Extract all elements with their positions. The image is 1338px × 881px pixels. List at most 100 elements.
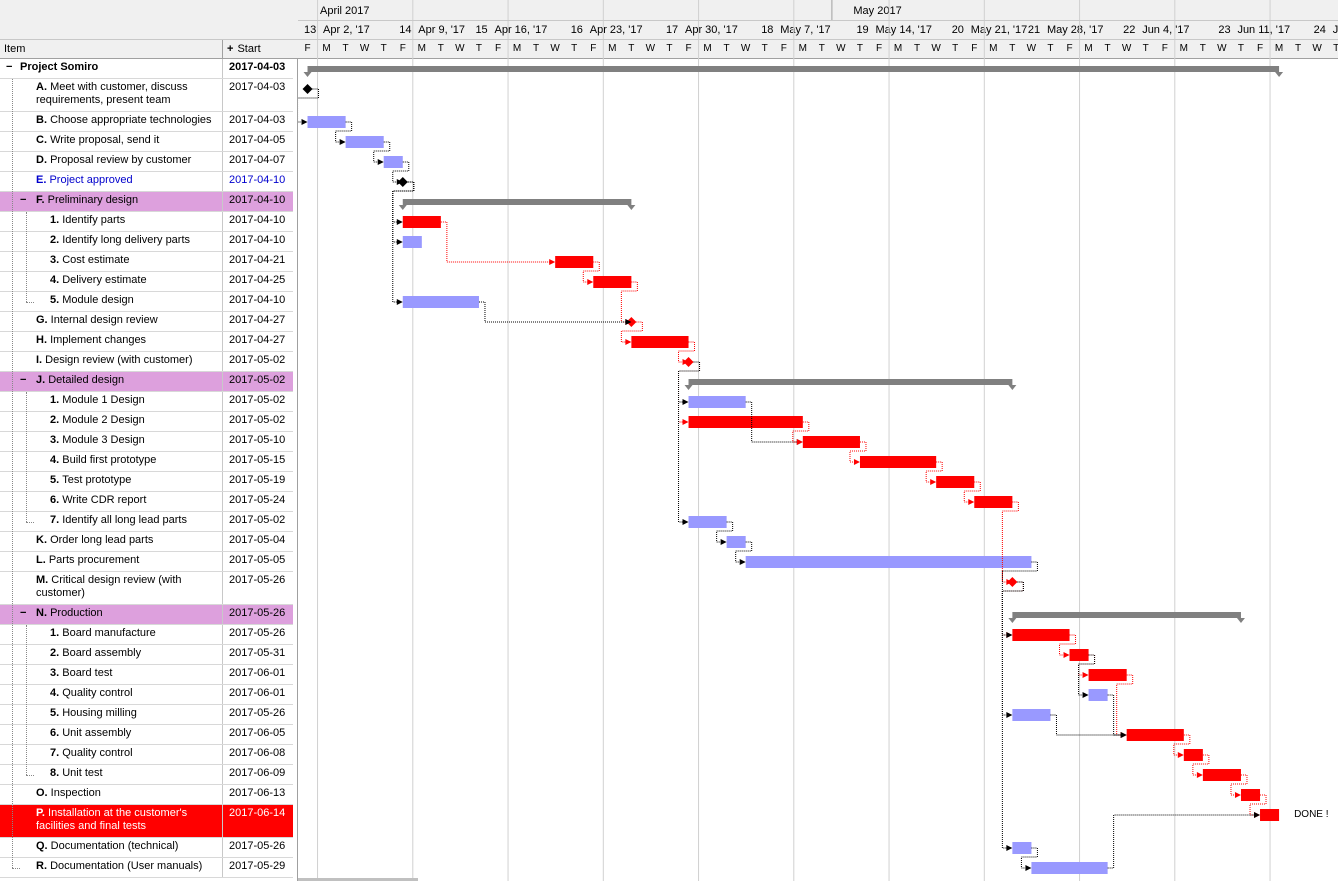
- task-name: 4. Quality control: [0, 685, 222, 704]
- summary-bar-end: [1275, 72, 1284, 77]
- task-row[interactable]: R. Documentation (User manuals) 2017-05-2…: [0, 858, 293, 878]
- task-row[interactable]: 3. Board test 2017-06-01: [0, 665, 293, 685]
- task-row[interactable]: 5. Housing milling 2017-05-26: [0, 705, 293, 725]
- task-row[interactable]: M. Critical design review (with customer…: [0, 572, 293, 605]
- task-start-date: 2017-04-03: [222, 59, 293, 78]
- task-row[interactable]: O. Inspection 2017-06-13: [0, 785, 293, 805]
- task-row[interactable]: 4. Build first prototype 2017-05-15: [0, 452, 293, 472]
- task-row[interactable]: 6. Unit assembly 2017-06-05: [0, 725, 293, 745]
- task-start-date: 2017-04-07: [222, 152, 293, 171]
- task-code: 3.: [50, 667, 63, 679]
- task-row[interactable]: C. Write proposal, send it 2017-04-05: [0, 132, 293, 152]
- task-row[interactable]: − Project Somiro 2017-04-03: [0, 59, 293, 79]
- task-row[interactable]: K. Order long lead parts 2017-05-04: [0, 532, 293, 552]
- task-start-date: 2017-05-02: [222, 372, 293, 391]
- dependency-arrow: [682, 419, 689, 425]
- add-column-icon[interactable]: +: [227, 43, 234, 55]
- collapse-toggle-icon[interactable]: −: [6, 61, 13, 73]
- task-row[interactable]: 1. Module 1 Design 2017-05-02: [0, 392, 293, 412]
- task-row[interactable]: − J. Detailed design 2017-05-02: [0, 372, 293, 392]
- task-bar: [688, 516, 727, 528]
- dependency-link: [1107, 814, 1256, 869]
- task-name: 3. Cost estimate: [0, 252, 222, 271]
- task-bar: [402, 236, 422, 248]
- task-row[interactable]: 4. Quality control 2017-06-01: [0, 685, 293, 705]
- task-row[interactable]: P. Installation at the customer's facili…: [0, 805, 293, 838]
- column-header-start[interactable]: + Start: [222, 40, 298, 59]
- task-label: Project Somiro: [20, 61, 99, 73]
- dependency-arrow: [682, 399, 689, 405]
- task-row[interactable]: H. Implement changes 2017-04-27: [0, 332, 293, 352]
- task-row[interactable]: 2. Board assembly 2017-05-31: [0, 645, 293, 665]
- week-label: 19: [856, 24, 869, 36]
- task-row[interactable]: 7. Identify all long lead parts 2017-05-0…: [0, 512, 293, 532]
- task-row[interactable]: D. Proposal review by customer 2017-04-07: [0, 152, 293, 172]
- task-row[interactable]: A. Meet with customer, discuss requireme…: [0, 79, 293, 112]
- task-row[interactable]: 3. Module 3 Design 2017-05-10: [0, 432, 293, 452]
- task-name: O. Inspection: [0, 785, 222, 804]
- day-label: F: [685, 43, 692, 54]
- task-start-date: 2017-05-31: [222, 645, 293, 664]
- summary-bar-end: [1236, 618, 1245, 623]
- task-label: Design review (with customer): [45, 354, 193, 366]
- task-start-date: 2017-05-15: [222, 452, 293, 471]
- task-row[interactable]: E. Project approved 2017-04-10: [0, 172, 293, 192]
- task-start-date: 2017-05-26: [222, 572, 293, 604]
- task-name: 3. Module 3 Design: [0, 432, 222, 451]
- task-row[interactable]: 2. Module 2 Design 2017-05-02: [0, 412, 293, 432]
- critical-task-bar: [1126, 729, 1184, 741]
- collapse-toggle-icon[interactable]: −: [20, 607, 27, 619]
- task-row[interactable]: 1. Board manufacture 2017-05-26: [0, 625, 293, 645]
- task-row[interactable]: 7. Quality control 2017-06-08: [0, 745, 293, 765]
- day-label: W: [740, 43, 751, 54]
- week-label: 21: [1027, 24, 1041, 36]
- summary-bar-end: [1008, 618, 1017, 623]
- task-row[interactable]: 1. Identify parts 2017-04-10: [0, 212, 293, 232]
- critical-task-bar: [1012, 629, 1070, 641]
- task-row[interactable]: − N. Production 2017-05-26: [0, 605, 293, 625]
- task-row[interactable]: 6. Write CDR report 2017-05-24: [0, 492, 293, 512]
- task-row[interactable]: 4. Delivery estimate 2017-04-25: [0, 272, 293, 292]
- task-row[interactable]: L. Parts procurement 2017-05-05: [0, 552, 293, 572]
- task-row[interactable]: Q. Documentation (technical) 2017-05-26: [0, 838, 293, 858]
- dependency-arrow: [968, 499, 975, 505]
- collapse-toggle-icon[interactable]: −: [20, 374, 27, 386]
- task-code: 3.: [50, 434, 63, 446]
- task-row[interactable]: B. Choose appropriate technologies 2017-0…: [0, 112, 293, 132]
- task-row[interactable]: 2. Identify long delivery parts 2017-04-1…: [0, 232, 293, 252]
- summary-bar-end: [684, 385, 693, 390]
- task-row[interactable]: 3. Cost estimate 2017-04-21: [0, 252, 293, 272]
- task-bar: [402, 296, 479, 308]
- task-name: K. Order long lead parts: [0, 532, 222, 551]
- day-label: W: [1217, 43, 1227, 54]
- task-bar: [745, 556, 1032, 568]
- week-label: Apr 2, '17: [323, 24, 370, 36]
- task-row[interactable]: 8. Unit test 2017-06-09: [0, 765, 293, 785]
- day-label: M: [798, 43, 807, 54]
- task-label: Internal design review: [50, 314, 158, 326]
- horizontal-scrollbar[interactable]: [298, 878, 418, 881]
- task-start-date: 2017-04-27: [222, 332, 293, 351]
- task-row[interactable]: I. Design review (with customer) 2017-05-…: [0, 352, 293, 372]
- task-code: 1.: [50, 214, 63, 226]
- collapse-toggle-icon[interactable]: −: [20, 194, 27, 206]
- day-label: F: [1256, 43, 1264, 54]
- week-label: 13: [304, 24, 317, 36]
- task-row[interactable]: G. Internal design review 2017-04-27: [0, 312, 293, 332]
- task-row[interactable]: 5. Module design 2017-04-10: [0, 292, 293, 312]
- task-row[interactable]: 5. Test prototype 2017-05-19: [0, 472, 293, 492]
- task-name: H. Implement changes: [0, 332, 222, 351]
- task-start-date: 2017-05-24: [222, 492, 293, 511]
- dependency-arrow: [1234, 792, 1241, 798]
- task-row[interactable]: − F. Preliminary design 2017-04-10: [0, 192, 293, 212]
- dependency-link: [716, 521, 734, 543]
- task-label: Delivery estimate: [62, 274, 147, 286]
- task-label: Preliminary design: [47, 194, 139, 206]
- tree-connector-end: [26, 775, 34, 776]
- day-label: M: [1084, 43, 1093, 54]
- day-label: F: [304, 43, 311, 54]
- task-name: 8. Unit test: [0, 765, 222, 784]
- task-bar: [1012, 709, 1051, 721]
- column-header-item[interactable]: Item: [4, 43, 26, 55]
